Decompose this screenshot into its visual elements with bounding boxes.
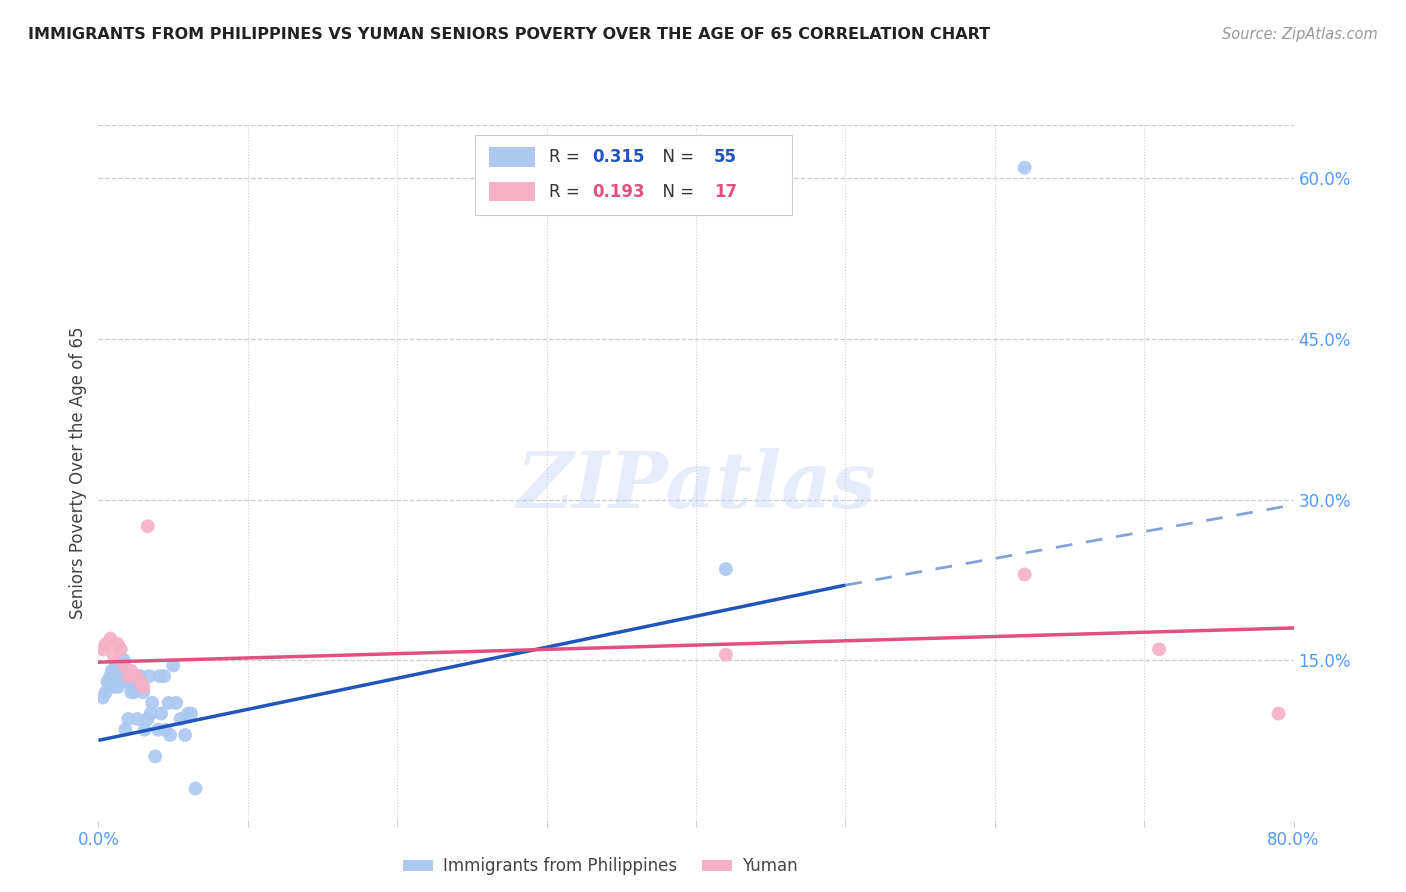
Text: R =: R = — [548, 148, 585, 166]
Point — [103, 648, 125, 662]
Text: N =: N = — [652, 148, 699, 166]
Point — [105, 669, 128, 683]
Point — [114, 723, 136, 737]
Point — [107, 680, 129, 694]
Point — [141, 696, 163, 710]
Point — [91, 690, 114, 705]
Point — [1014, 567, 1036, 582]
Point — [153, 669, 176, 683]
Point — [136, 712, 159, 726]
Point — [125, 669, 148, 683]
Text: 0.193: 0.193 — [592, 183, 644, 201]
Point — [157, 696, 180, 710]
Point — [118, 669, 141, 683]
Point — [184, 781, 207, 796]
Point — [112, 653, 135, 667]
Point — [94, 685, 117, 699]
Point — [125, 669, 148, 683]
Point — [162, 658, 184, 673]
Point — [110, 674, 132, 689]
Point — [150, 706, 173, 721]
Point — [174, 728, 197, 742]
Point — [111, 658, 134, 673]
Point — [159, 728, 181, 742]
Point — [104, 664, 127, 678]
Point — [107, 664, 129, 678]
Point — [129, 669, 152, 683]
Point — [139, 706, 162, 721]
Point — [136, 519, 159, 533]
Point — [132, 685, 155, 699]
Point — [110, 664, 132, 678]
Point — [148, 723, 170, 737]
Point — [138, 669, 160, 683]
Point — [105, 658, 128, 673]
Point — [165, 696, 187, 710]
FancyBboxPatch shape — [475, 136, 792, 215]
Point — [149, 669, 172, 683]
Point — [114, 674, 136, 689]
Point — [169, 712, 191, 726]
Text: 17: 17 — [714, 183, 737, 201]
Point — [120, 664, 142, 678]
FancyBboxPatch shape — [489, 182, 534, 202]
Point — [100, 632, 122, 646]
Point — [107, 637, 129, 651]
Point — [103, 674, 125, 689]
Point — [115, 669, 138, 683]
Point — [101, 664, 124, 678]
Point — [94, 637, 117, 651]
Point — [128, 674, 150, 689]
Point — [127, 712, 149, 726]
Point — [101, 674, 124, 689]
Point — [121, 674, 143, 689]
Point — [112, 658, 135, 673]
Point — [120, 685, 142, 699]
FancyBboxPatch shape — [489, 147, 534, 167]
Text: Source: ZipAtlas.com: Source: ZipAtlas.com — [1222, 27, 1378, 42]
Point — [97, 680, 120, 694]
Point — [129, 674, 152, 689]
Text: R =: R = — [548, 183, 585, 201]
Point — [100, 669, 122, 683]
Point — [91, 642, 114, 657]
Point — [177, 706, 200, 721]
Point — [96, 674, 118, 689]
Point — [117, 712, 139, 726]
Point — [132, 680, 155, 694]
Point — [104, 680, 127, 694]
Point — [110, 642, 132, 657]
Point — [1014, 161, 1036, 175]
Point — [1147, 642, 1170, 657]
Text: ZIPatlas: ZIPatlas — [516, 449, 876, 524]
Point — [180, 706, 202, 721]
Point — [714, 562, 737, 576]
Point — [143, 749, 166, 764]
Text: N =: N = — [652, 183, 699, 201]
Point — [714, 648, 737, 662]
Point — [117, 669, 139, 683]
Y-axis label: Seniors Poverty Over the Age of 65: Seniors Poverty Over the Age of 65 — [69, 326, 87, 619]
Text: IMMIGRANTS FROM PHILIPPINES VS YUMAN SENIORS POVERTY OVER THE AGE OF 65 CORRELAT: IMMIGRANTS FROM PHILIPPINES VS YUMAN SEN… — [28, 27, 990, 42]
Point — [111, 669, 134, 683]
Point — [134, 723, 156, 737]
Legend: Immigrants from Philippines, Yuman: Immigrants from Philippines, Yuman — [396, 851, 804, 882]
Point — [1267, 706, 1289, 721]
Point — [124, 685, 146, 699]
Point — [108, 674, 131, 689]
Text: 0.315: 0.315 — [592, 148, 644, 166]
Point — [155, 723, 177, 737]
Text: 55: 55 — [714, 148, 737, 166]
